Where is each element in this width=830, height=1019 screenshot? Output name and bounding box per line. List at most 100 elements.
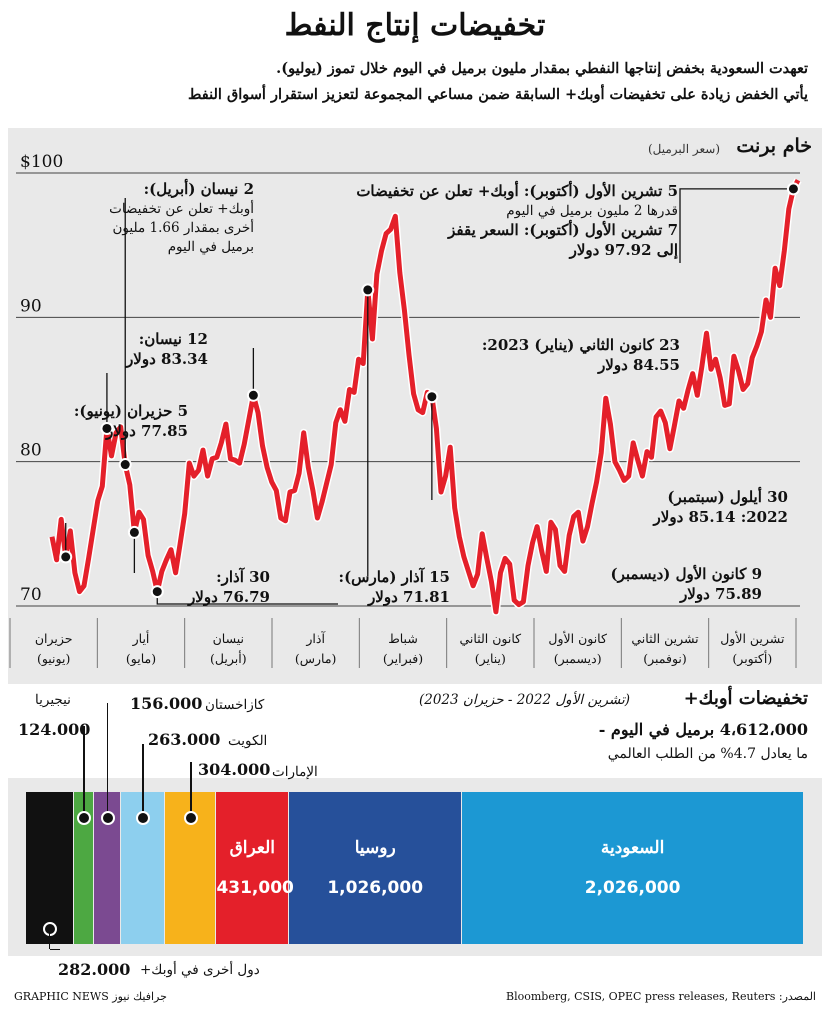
annotation-mar30: 30 آذار: 76.79 دولار bbox=[150, 568, 270, 608]
bar-ext-value: 282.000 bbox=[58, 960, 131, 979]
marker-apr2 bbox=[118, 458, 132, 472]
x-month-label: كانون الأول bbox=[548, 630, 608, 647]
bar-label-leader bbox=[190, 762, 192, 818]
subtitle-line-1: تعهدت السعودية بخفض إنتاجها النفطي بمقدا… bbox=[276, 60, 808, 77]
x-month-label: كانون الثاني bbox=[460, 631, 523, 647]
chart-title: خام برنت bbox=[736, 135, 812, 157]
x-month-label-en: (يونيو) bbox=[37, 651, 70, 667]
bar-ext-value: 124.000 bbox=[18, 720, 91, 739]
annotation-apr2-date: 2 نيسان (أبريل): bbox=[143, 180, 254, 198]
bar-ext-name: نيجيريا bbox=[35, 692, 71, 708]
marker-sep30 bbox=[425, 390, 439, 404]
annotation-jan23-value: 84.55 دولار bbox=[598, 356, 680, 374]
x-month-label-en: (أكتوبر) bbox=[732, 650, 772, 667]
bar-ext-name: كازاخستان bbox=[205, 697, 265, 713]
bar-segment bbox=[26, 792, 73, 944]
y-tick-label: 70 bbox=[20, 585, 42, 605]
annotation-apr12: 12 نيسان: 83.34 دولار bbox=[38, 330, 208, 370]
bar-label-leader bbox=[142, 744, 144, 818]
y-tick-label: 90 bbox=[20, 296, 42, 316]
x-month-label-en: (ديسمبر) bbox=[554, 651, 602, 667]
x-month-label: شباط bbox=[388, 631, 418, 646]
y-tick-label: $100 bbox=[20, 152, 63, 172]
brent-line-chart: $100 90 80 70 حزيران (يونيو) أيار (مايو) نيسان (أ… bbox=[9, 152, 802, 668]
annotation-jan23: 23 كانون الثاني (يناير) 2023: 84.55 دولا… bbox=[440, 336, 680, 376]
marker-jun5 bbox=[59, 550, 73, 564]
marker-mar30 bbox=[127, 525, 141, 539]
annotation-oct5-line-a: 5 تشرين الأول (أكتوبر): أوبك+ تعلن عن تخ… bbox=[356, 182, 678, 200]
x-month-label: حزيران bbox=[35, 631, 73, 647]
bar-segment bbox=[73, 792, 94, 944]
x-month-label-en: (نوفمبر) bbox=[643, 651, 687, 667]
marker-mar15 bbox=[150, 585, 164, 599]
x-month-label-en: (فبراير) bbox=[383, 651, 423, 667]
chart-subtitle: (سعر البرميل) bbox=[647, 142, 720, 156]
annotation-mar15-date: 15 آذار (مارس): bbox=[338, 568, 450, 586]
bar-label-dot bbox=[183, 811, 198, 825]
annotation-mar15-value: 71.81 دولار bbox=[368, 588, 450, 606]
annotation-oct5-line-b: قدرها 2 مليون برميل في اليوم bbox=[506, 203, 678, 219]
cuts-bar-panel: السعودية 2,026,000 روسيا 1,026,000 العراق 431… bbox=[8, 778, 822, 956]
marker-oct7 bbox=[786, 182, 800, 196]
annotation-jun5: 5 حزيران (يونيو): 77.85 دولار bbox=[18, 402, 188, 442]
x-month-label-en: (مارس) bbox=[295, 651, 337, 667]
marker-dec9 bbox=[361, 283, 375, 297]
annotation-dec9-date: 9 كانون الأول (ديسمبر) bbox=[610, 565, 762, 583]
cuts-share: ما يعادل 4.7% من الطلب العالمي bbox=[607, 746, 808, 762]
brent-price-line bbox=[49, 179, 801, 615]
subtitle-line-2: يأتي الخفض زيادة على تخفيضات أوبك+ الساب… bbox=[188, 86, 808, 103]
bar-ext-value: 156.000 bbox=[130, 694, 203, 713]
bar-segment: روسيا 1,026,000 bbox=[289, 792, 462, 944]
bar-segment-name: السعودية bbox=[600, 838, 665, 858]
annotation-apr2-line1: أوبك+ تعلن عن تخفيضات bbox=[109, 201, 254, 217]
bar-ext-name: الإمارات bbox=[272, 764, 318, 780]
annotation-jan23-date: 23 كانون الثاني (يناير) 2023: bbox=[481, 336, 680, 354]
bar-ext-value: 263.000 bbox=[148, 730, 221, 749]
annotation-apr2-line2: أخرى بمقدار 1.66 مليون bbox=[112, 220, 254, 236]
annotation-dec9: 9 كانون الأول (ديسمبر) 75.89 دولار bbox=[562, 565, 762, 605]
annotation-sep30: 30 أيلول (سبتمبر) 2022: 85.14 دولار bbox=[588, 488, 788, 528]
cuts-title: تخفيضات أوبك+ bbox=[683, 688, 808, 709]
page-title: تخفيضات إنتاج النفط bbox=[284, 8, 546, 43]
bar-segment-name: روسيا bbox=[354, 838, 396, 858]
bar-label-leader bbox=[83, 726, 85, 818]
marker-apr12 bbox=[100, 421, 114, 435]
bar-segment: السعودية 2,026,000 bbox=[462, 792, 803, 944]
x-month-label: أيار bbox=[132, 630, 150, 647]
x-month-label-en: (مايو) bbox=[126, 651, 156, 667]
source-note: المصدر: Bloomberg, CSIS, OPEC press rele… bbox=[506, 990, 816, 1003]
x-month-label: نيسان bbox=[213, 631, 244, 646]
annotation-apr2: 2 نيسان (أبريل): أوبك+ تعلن عن تخفيضات أ… bbox=[34, 180, 254, 257]
annotation-dec9-value: 75.89 دولار bbox=[680, 585, 762, 603]
bar-segment-value: 2,026,000 bbox=[584, 878, 681, 898]
bar-ext-name: الكويت bbox=[228, 733, 268, 749]
annotation-oct7-line-c: 7 تشرين الأول (أكتوبر): السعر يقفز bbox=[448, 221, 678, 239]
x-month-label: تشرين الأول bbox=[720, 630, 785, 647]
bar-label-dot bbox=[100, 811, 115, 825]
bar-label-dot bbox=[77, 811, 92, 825]
annotation-mar15: 15 آذار (مارس): 71.81 دولار bbox=[300, 568, 450, 608]
marker-oct7-leader bbox=[679, 188, 794, 263]
annotation-oct7-line-d: إلى 97.92 دولار bbox=[569, 241, 678, 259]
annotation-oct5: 5 تشرين الأول (أكتوبر): أوبك+ تعلن عن تخ… bbox=[298, 182, 678, 261]
x-month-label: آذار bbox=[305, 630, 326, 647]
annotation-jun5-date: 5 حزيران (يونيو): bbox=[73, 402, 188, 420]
x-month-label-en: (يناير) bbox=[475, 651, 506, 667]
bar-segment: العراق 431,000 bbox=[216, 792, 294, 944]
cuts-period: (تشرين الأول 2022 - حزيران 2023) bbox=[418, 692, 630, 708]
bar-label-dot bbox=[135, 811, 150, 825]
bar-segment-name: العراق bbox=[229, 838, 275, 858]
bar-label-leader bbox=[106, 703, 109, 818]
bar-label-leader bbox=[49, 949, 60, 951]
bar-ext-name: دول أخرى في أوبك+ bbox=[140, 962, 260, 978]
cuts-total: 4،612،000 برميل في اليوم - bbox=[598, 720, 808, 739]
bar-ext-value: 304.000 bbox=[198, 760, 271, 779]
annotation-mar30-date: 30 آذار: bbox=[216, 568, 270, 586]
annotation-mar30-value: 76.79 دولار bbox=[188, 588, 270, 606]
bar-segment-value: 431,000 bbox=[216, 878, 294, 898]
credit: GRAPHIC NEWS جرافيك نيوز bbox=[14, 990, 167, 1003]
annotation-jun5-value: 77.85 دولار bbox=[106, 422, 188, 440]
x-month-label: تشرين الثاني bbox=[631, 631, 699, 647]
marker-jan23 bbox=[246, 388, 260, 402]
annotation-apr12-date: 12 نيسان: bbox=[138, 330, 208, 348]
